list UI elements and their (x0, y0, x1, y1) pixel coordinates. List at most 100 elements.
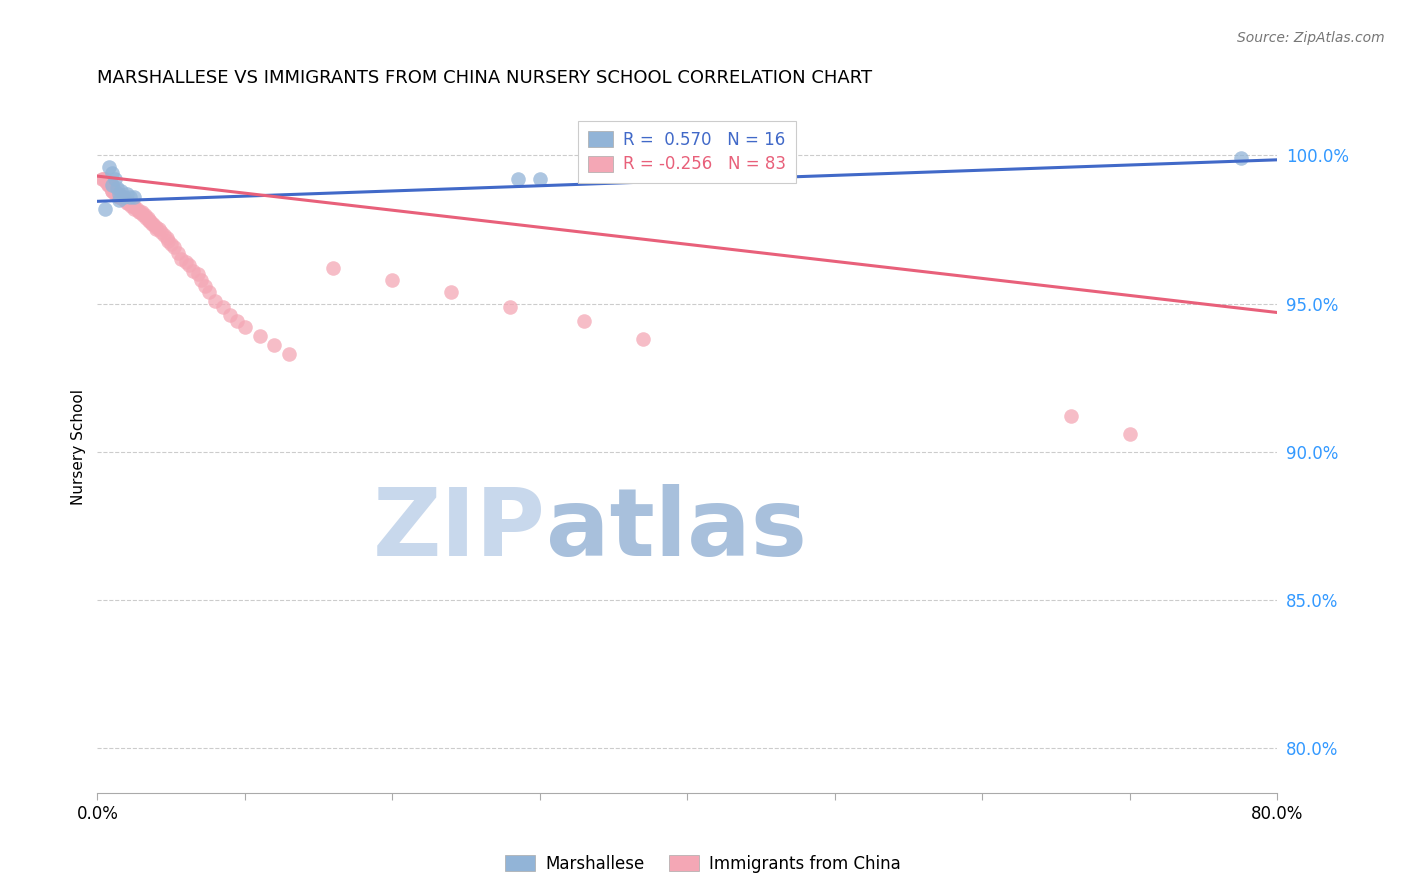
Point (105, 186, 128, 201)
Point (101, 184, 124, 198)
Point (138, 213, 160, 227)
Point (105, 186, 128, 201)
Point (177, 258, 200, 272)
Point (149, 226, 172, 240)
Point (111, 190, 134, 204)
Point (233, 320, 256, 334)
Point (136, 211, 159, 225)
Point (110, 190, 132, 204)
Point (145, 219, 167, 234)
Point (160, 237, 183, 252)
Text: MARSHALLESE VS IMMIGRANTS FROM CHINA NURSERY SCHOOL CORRELATION CHART: MARSHALLESE VS IMMIGRANTS FROM CHINA NUR… (97, 69, 873, 87)
Point (131, 204, 153, 219)
Point (108, 190, 131, 204)
Point (103, 184, 125, 198)
Point (122, 199, 145, 213)
Point (322, 260, 344, 275)
Point (187, 267, 209, 281)
Point (122, 190, 145, 204)
Point (152, 228, 174, 243)
Point (115, 193, 138, 207)
Point (194, 278, 217, 293)
Point (145, 222, 167, 236)
Point (170, 252, 193, 267)
Point (115, 195, 138, 210)
Point (101, 178, 124, 192)
Point (118, 195, 141, 210)
Legend: R =  0.570   N = 16, R = -0.256   N = 83: R = 0.570 N = 16, R = -0.256 N = 83 (578, 120, 796, 184)
Point (90, 172, 112, 186)
Point (107, 186, 129, 201)
Point (108, 186, 131, 201)
Point (120, 199, 142, 213)
Point (101, 184, 124, 198)
Point (181, 264, 204, 278)
Point (103, 184, 125, 198)
Point (249, 329, 271, 343)
Point (163, 240, 186, 254)
Point (118, 190, 141, 204)
Point (110, 184, 132, 198)
Point (142, 217, 165, 231)
Point (112, 190, 135, 204)
Point (499, 300, 522, 314)
Point (105, 181, 128, 195)
Point (93, 202, 115, 216)
Point (100, 178, 122, 192)
Point (104, 172, 127, 186)
Text: Source: ZipAtlas.com: Source: ZipAtlas.com (1237, 31, 1385, 45)
Point (129, 204, 152, 219)
Point (506, 172, 529, 186)
Point (174, 255, 197, 269)
Legend: Marshallese, Immigrants from China: Marshallese, Immigrants from China (498, 848, 908, 880)
Point (101, 178, 124, 192)
Point (226, 314, 249, 328)
Point (631, 332, 654, 346)
Point (381, 273, 404, 287)
Point (167, 246, 190, 260)
Point (104, 184, 127, 198)
Text: ZIP: ZIP (373, 484, 546, 576)
Point (529, 172, 551, 186)
Point (115, 186, 138, 201)
Point (98, 178, 121, 192)
Point (1229, 151, 1251, 165)
Point (110, 190, 132, 204)
Point (1119, 427, 1142, 442)
Point (97, 175, 120, 189)
Point (157, 235, 180, 249)
Point (100, 178, 122, 192)
Point (121, 199, 143, 213)
Point (156, 231, 179, 245)
Point (132, 208, 155, 222)
Point (440, 285, 463, 299)
Point (98, 178, 121, 192)
Point (91, 172, 114, 186)
Point (278, 347, 301, 361)
Point (572, 314, 595, 328)
Point (107, 186, 129, 201)
Point (108, 193, 131, 207)
Point (114, 193, 136, 207)
Y-axis label: Nursery School: Nursery School (72, 390, 86, 506)
Point (96, 175, 118, 189)
Point (263, 338, 285, 352)
Point (190, 273, 212, 287)
Point (108, 190, 131, 204)
Point (98, 160, 121, 174)
Point (128, 204, 150, 219)
Point (148, 222, 170, 236)
Point (104, 186, 127, 201)
Point (122, 202, 145, 216)
Point (112, 190, 135, 204)
Point (1060, 409, 1083, 424)
Point (117, 195, 139, 210)
Point (204, 293, 226, 308)
Point (97, 178, 120, 192)
Point (93, 172, 115, 186)
Text: atlas: atlas (546, 484, 807, 576)
Point (101, 166, 124, 180)
Point (127, 202, 149, 216)
Point (139, 213, 162, 227)
Point (112, 193, 135, 207)
